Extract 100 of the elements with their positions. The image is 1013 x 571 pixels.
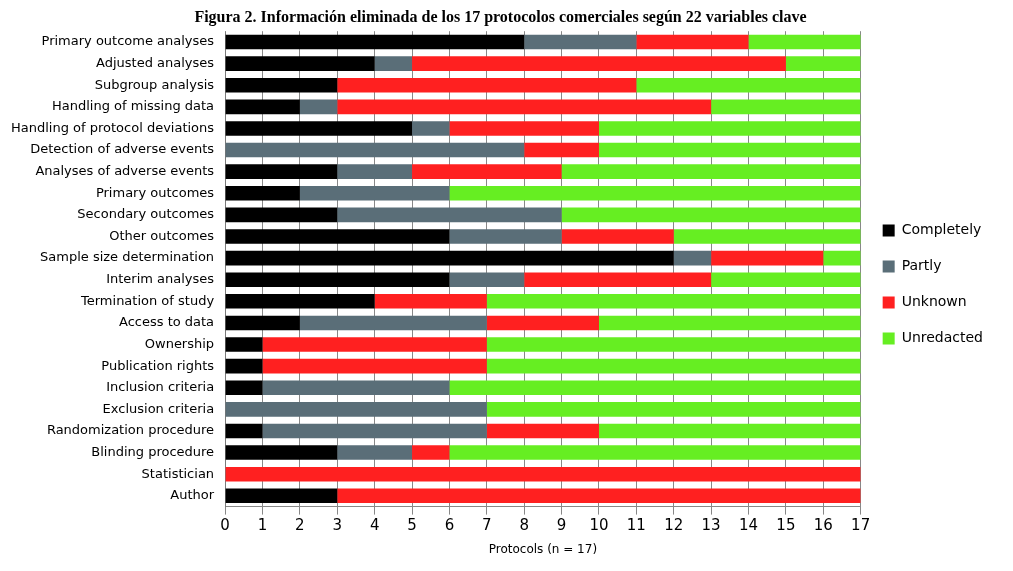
x-tick-label: 15 <box>776 516 796 535</box>
bar <box>449 380 861 396</box>
bar <box>486 358 861 374</box>
y-tick-label: Statistician <box>141 465 215 481</box>
bar <box>262 337 487 352</box>
bar <box>636 77 861 93</box>
bar <box>561 164 861 179</box>
bar <box>262 358 487 374</box>
bar <box>524 34 637 50</box>
x-tick-label: 8 <box>519 516 529 535</box>
y-tick-label: Inclusion criteria <box>106 379 215 395</box>
y-tick-label: Access to data <box>118 314 215 330</box>
x-axis-title: Protocols (n = 17) <box>488 541 598 556</box>
y-tick-label: Exclusion criteria <box>102 400 215 416</box>
y-tick-label: Handling of protocol deviations <box>10 119 215 135</box>
y-tick-label: Interim analyses <box>106 271 215 287</box>
bar <box>673 250 712 266</box>
bar <box>225 294 375 309</box>
bar <box>486 423 599 439</box>
bar <box>449 445 861 460</box>
y-tick-label: Primary outcomes <box>95 184 215 200</box>
x-tick-label: 17 <box>851 516 871 535</box>
legend-label: Unredacted <box>901 329 984 346</box>
bar <box>823 250 861 266</box>
y-tick-label: Detection of adverse events <box>30 141 215 157</box>
x-tick-label: 4 <box>369 516 380 535</box>
bar <box>225 423 263 439</box>
bar <box>598 121 861 136</box>
bar <box>337 99 712 115</box>
bar <box>337 207 562 223</box>
bar <box>262 423 487 439</box>
y-tick-label: Other outcomes <box>109 227 215 243</box>
legend-label: Partly <box>901 257 942 274</box>
x-tick-label: 16 <box>813 516 833 535</box>
x-tick-label: 7 <box>482 516 492 535</box>
bar <box>299 185 450 201</box>
bar <box>225 229 450 244</box>
y-tick-label: Sample size determination <box>40 249 215 265</box>
bar <box>449 272 525 287</box>
legend-label: Unknown <box>901 293 967 310</box>
bar <box>711 250 824 266</box>
y-tick-label: Ownership <box>144 335 215 351</box>
bar <box>225 56 375 71</box>
bar <box>449 121 599 136</box>
bar <box>524 272 712 287</box>
bar <box>711 99 861 115</box>
y-tick-label: Adjusted analyses <box>96 54 215 70</box>
y-tick-label: Blinding procedure <box>91 443 215 459</box>
bar <box>225 164 338 179</box>
bar <box>598 315 861 331</box>
bar <box>225 445 338 460</box>
x-tick-label: 3 <box>332 516 343 535</box>
bar <box>374 56 413 71</box>
bar <box>412 445 450 460</box>
bar <box>598 423 861 439</box>
y-tick-label: Subgroup analysis <box>94 76 215 92</box>
bar <box>636 34 749 50</box>
bar <box>748 34 861 50</box>
chart-title: Figura 2. Información eliminada de los 17 protocolos comerciales según 22 variables clave <box>194 7 807 26</box>
bar <box>673 229 861 244</box>
y-tick-label: Handling of missing data <box>52 98 215 114</box>
x-tick-label: 13 <box>701 516 721 535</box>
y-tick-label: Termination of study <box>80 292 215 308</box>
y-tick-label: Primary outcome analyses <box>41 33 215 49</box>
bar <box>598 142 861 158</box>
bar <box>225 488 338 504</box>
bar <box>486 315 599 331</box>
bar <box>561 207 861 223</box>
bar <box>299 99 338 115</box>
bar <box>337 488 861 504</box>
bar <box>225 337 263 352</box>
bar <box>225 99 300 115</box>
bar <box>711 272 861 287</box>
bar <box>337 77 637 93</box>
y-tick-label: Analyses of adverse events <box>35 163 215 179</box>
bar <box>486 402 861 417</box>
x-tick-label: 12 <box>664 516 684 535</box>
bar <box>486 294 861 309</box>
x-tick-label: 9 <box>556 516 567 535</box>
x-tick-label: 14 <box>738 516 759 535</box>
bar <box>225 34 525 50</box>
bar <box>225 250 674 266</box>
bar <box>524 142 599 158</box>
bar <box>449 185 861 201</box>
legend-label: Completely <box>901 221 982 238</box>
y-tick-label: Secondary outcomes <box>77 206 215 222</box>
x-tick-label: 0 <box>220 516 230 535</box>
bar <box>225 272 450 287</box>
x-tick-label: 11 <box>626 516 646 535</box>
bar <box>412 164 562 179</box>
bar <box>225 466 861 482</box>
bar <box>337 445 413 460</box>
bar <box>225 315 300 331</box>
bar <box>374 294 487 309</box>
bar <box>225 358 263 374</box>
bar <box>412 56 786 71</box>
bar <box>225 142 525 158</box>
bar <box>486 337 861 352</box>
bar <box>225 185 300 201</box>
bar <box>412 121 450 136</box>
